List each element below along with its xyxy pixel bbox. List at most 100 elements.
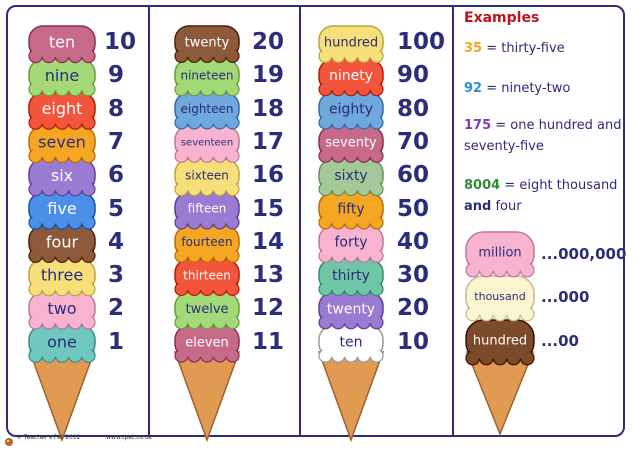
example-text: = thirty-five [482,41,565,56]
scoop: seven [28,125,96,164]
scoop-word: forty [334,235,367,251]
scoop: sixty [318,158,384,197]
footer-url: www.tpet.co.uk [106,434,153,441]
scoop: seventy [318,125,384,163]
scoop-word: eight [42,99,83,118]
scoop-word: thirteen [183,268,231,282]
scoop-word: twelve [185,302,228,317]
number-label: 20 [397,295,430,322]
example-number: 35 [464,41,483,56]
number-label: 10 [104,29,137,55]
scoop-word: fifty [337,201,364,217]
number-label: 100 [397,29,446,55]
copyright: © Teacher's Pet 2012 [16,434,81,441]
scoop-word: thirty [332,268,370,284]
scoop-word: fifteen [188,202,227,216]
scoop-word: thousand [474,290,525,303]
scoop-word: twenty [327,301,375,317]
cone [317,351,385,443]
scoop-word: million [478,246,521,261]
scoop-word: two [47,299,76,318]
scoop-word: five [47,199,76,218]
number-label: 3 [108,262,125,289]
number-label: 19 [252,62,285,89]
scoop: fifty [318,191,384,230]
scoop: hundred [318,25,384,63]
example-number: 175 [464,118,492,133]
scoop: thirty [318,258,384,297]
scoop: million [465,231,535,278]
example-bold-word: and [464,199,492,214]
scoop-word: six [51,166,73,185]
number-label: 9 [108,62,125,89]
examples-title: Examples [464,10,540,26]
example-text: = one hundred and seventy-five [464,118,622,154]
million-suffix: ...000,000 [541,245,627,263]
scoop-word: eleven [185,335,229,350]
number-label: 30 [397,262,430,289]
scoop: hundred [465,319,535,366]
scoop: two [28,291,96,330]
scoop: thousand [465,275,535,322]
number-label: 60 [397,162,430,189]
cone [28,351,96,443]
number-label: 12 [252,295,285,322]
scoop: four [28,225,96,263]
scoop: twenty [174,25,240,63]
column-divider [299,5,301,437]
scoop-word: ten [340,335,363,351]
scoop-word: nine [45,66,80,85]
example-text: four [491,199,522,214]
example-number: 8004 [464,178,501,193]
scoop: three [28,258,96,297]
scoop: fourteen [174,225,240,263]
scoop-word: ten [49,33,75,52]
scoop-word: nineteen [180,69,233,83]
number-label: 80 [397,95,430,122]
scoop: thirteen [174,258,240,297]
number-label: 2 [108,295,125,322]
scoop: eighteen [174,91,240,130]
number-label: 50 [397,195,430,222]
number-label: 8 [108,95,125,122]
number-label: 13 [252,262,285,289]
scoop-word: eighty [329,102,373,118]
number-label: 1 [108,328,125,355]
scoop-word: hundred [473,334,527,349]
scoop: six [28,158,96,197]
column-divider [452,5,454,437]
scoop: twelve [174,291,240,330]
number-label: 14 [252,228,285,255]
number-label: 10 [397,328,430,355]
number-label: 18 [252,95,285,122]
hundred-suffix: ...00 [541,332,579,350]
number-label: 16 [252,162,285,189]
example-item: 92 = ninety-two [464,78,624,99]
column-divider [148,5,150,437]
scoop: eighty [318,91,384,130]
number-label: 90 [397,62,430,89]
number-label: 6 [108,162,125,189]
scoop: seventeen [174,125,240,163]
scoop: ten [28,25,96,64]
scoop: nineteen [174,58,240,97]
scoop: one [28,324,96,363]
cone [173,351,241,443]
example-text: = ninety-two [482,81,571,96]
scoop-word: fourteen [181,235,232,249]
number-label: 70 [397,128,430,155]
number-label: 5 [108,195,125,222]
scoop-word: seventy [325,135,377,150]
scoop: twenty [318,291,384,330]
scoop-word: seven [38,133,86,152]
scoop-word: hundred [324,36,378,51]
scoop-word: twenty [185,36,230,51]
example-number: 92 [464,81,483,96]
number-label: 7 [108,128,125,155]
scoop: eleven [174,324,240,363]
number-label: 15 [252,195,285,222]
example-item: 8004 = eight thousand and four [464,175,624,217]
number-label: 17 [252,128,285,155]
scoop-word: three [41,266,83,285]
scoop: ninety [318,58,384,97]
